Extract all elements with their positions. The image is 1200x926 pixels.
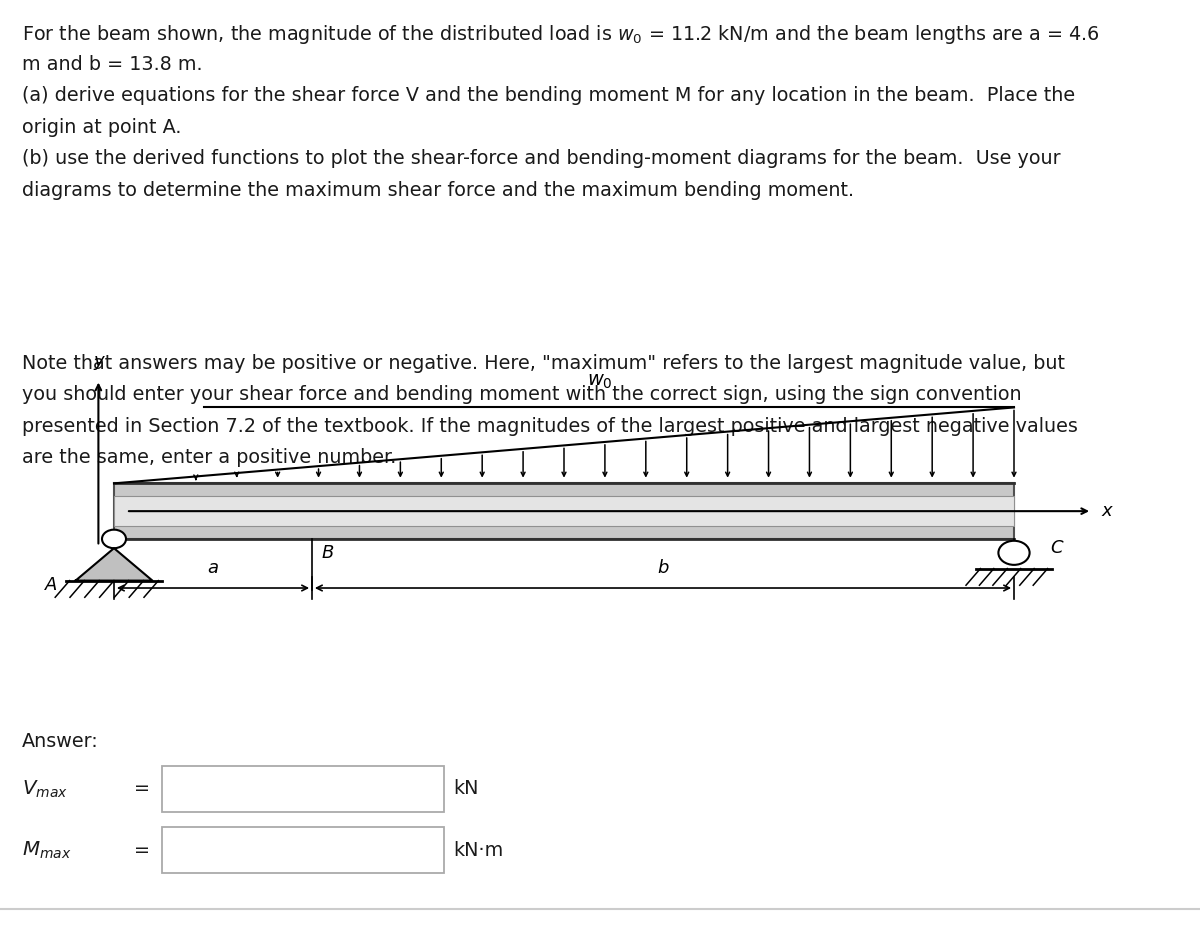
Text: you should enter your shear force and bending moment with the correct sign, usin: you should enter your shear force and be…	[22, 385, 1021, 405]
Text: Answer:: Answer:	[22, 732, 98, 751]
Bar	[114, 496, 1014, 526]
Text: Note that answers may be positive or negative. Here, "maximum" refers to the lar: Note that answers may be positive or neg…	[22, 354, 1064, 373]
Polygon shape	[76, 548, 152, 581]
Bar	[162, 827, 444, 873]
Text: $M_{max}$: $M_{max}$	[22, 839, 71, 861]
Text: $w_0$: $w_0$	[587, 371, 613, 391]
Text: kN·m: kN·m	[454, 841, 504, 859]
Text: m and b = 13.8 m.: m and b = 13.8 m.	[22, 55, 203, 74]
Text: x: x	[1102, 502, 1112, 520]
Text: B: B	[322, 544, 334, 562]
Circle shape	[102, 530, 126, 548]
Bar	[162, 766, 444, 812]
Text: b: b	[658, 559, 668, 577]
Text: $V_{max}$: $V_{max}$	[22, 778, 67, 800]
Text: kN: kN	[454, 780, 479, 798]
Text: origin at point A.: origin at point A.	[22, 118, 181, 137]
Text: C: C	[1050, 539, 1063, 557]
Text: y: y	[94, 353, 103, 370]
Text: A: A	[46, 576, 58, 594]
Text: For the beam shown, the magnitude of the distributed load is $w_0$ = 11.2 kN/m a: For the beam shown, the magnitude of the…	[22, 23, 1099, 46]
Text: (b) use the derived functions to plot the shear-force and bending-moment diagram: (b) use the derived functions to plot th…	[22, 149, 1061, 169]
Text: =: =	[134, 780, 150, 798]
Text: a: a	[208, 559, 218, 577]
Bar	[114, 483, 1014, 539]
Circle shape	[998, 541, 1030, 565]
Text: (a) derive equations for the shear force V and the bending moment M for any loca: (a) derive equations for the shear force…	[22, 86, 1075, 106]
Text: are the same, enter a positive number.: are the same, enter a positive number.	[22, 448, 396, 468]
Text: presented in Section 7.2 of the textbook. If the magnitudes of the largest posit: presented in Section 7.2 of the textbook…	[22, 417, 1078, 436]
Text: =: =	[134, 841, 150, 859]
Text: diagrams to determine the maximum shear force and the maximum bending moment.: diagrams to determine the maximum shear …	[22, 181, 853, 200]
